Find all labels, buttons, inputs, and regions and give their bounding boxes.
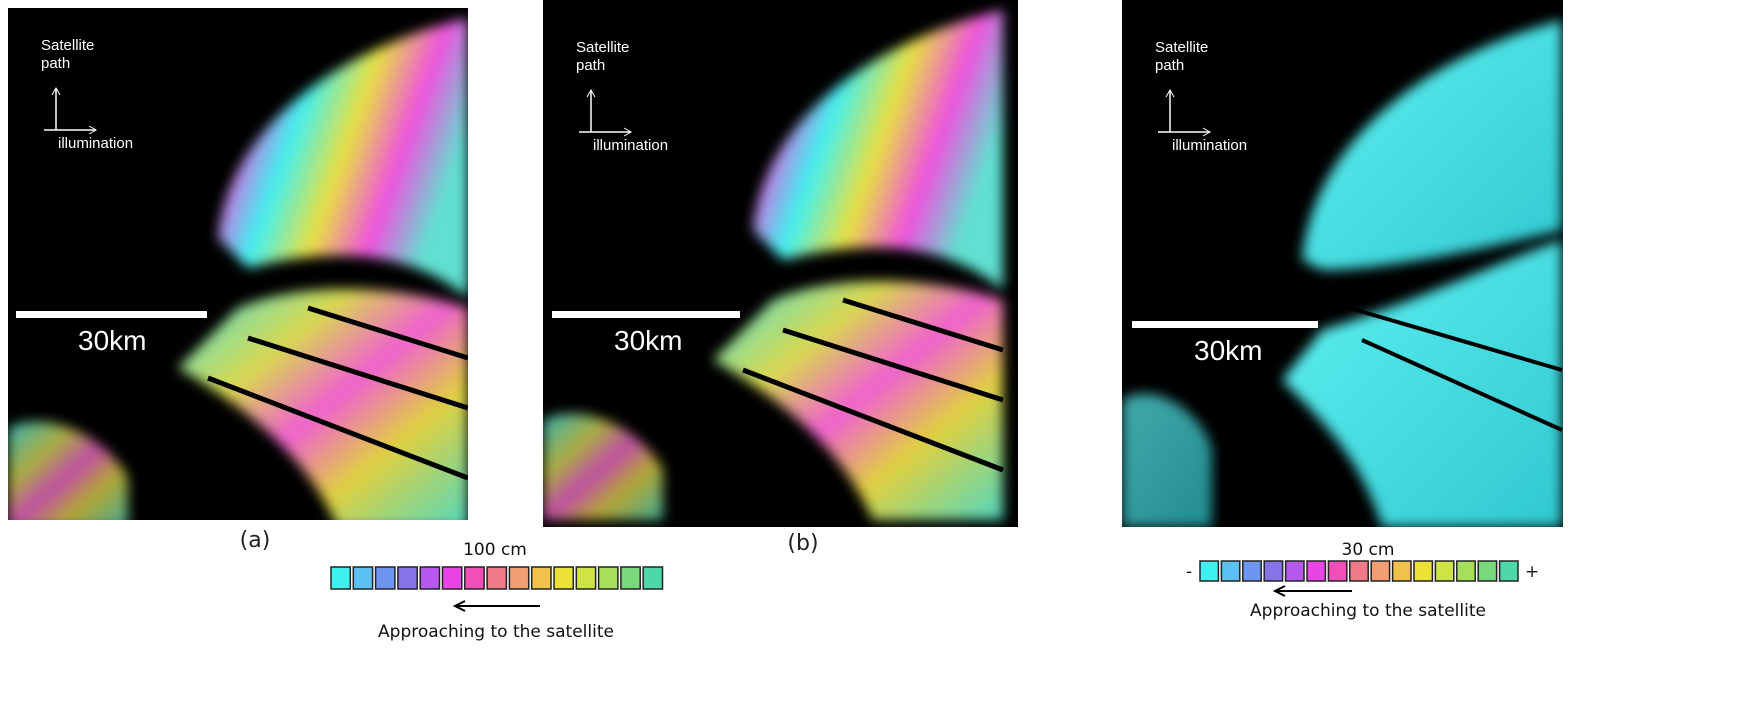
- direction-label: Satellite: [1155, 39, 1208, 56]
- colorbar-caption: Approaching to the satellite: [378, 622, 614, 642]
- colorbar-swatch: [576, 567, 595, 589]
- colorbar-swatch: [1371, 561, 1389, 581]
- direction-label: path: [1155, 57, 1184, 74]
- colorbar-swatch: [398, 567, 417, 589]
- colorbar-swatch: [1478, 561, 1496, 581]
- scale-label: 30km: [614, 325, 682, 356]
- colorbar-swatch: [1264, 561, 1282, 581]
- scale-bar: [16, 311, 207, 318]
- colorbar-swatch: [1457, 561, 1475, 581]
- colorbar-swatch: [621, 567, 640, 589]
- colorbar-swatch: [1307, 561, 1325, 581]
- panel-label: (a): [240, 528, 271, 553]
- scale-label: 30km: [1194, 335, 1262, 366]
- colorbar-swatch: [420, 567, 439, 589]
- colorbar-swatch: [487, 567, 506, 589]
- colorbar-swatch: [1350, 561, 1368, 581]
- figure: Satellitepathillumination30km(a)Satellit…: [0, 0, 1743, 715]
- colorbar-swatch: [532, 567, 551, 589]
- colorbar-swatch: [1500, 561, 1518, 581]
- colorbar-swatch: [1286, 561, 1304, 581]
- illumination-label: illumination: [58, 135, 133, 152]
- colorbar-swatch: [353, 567, 372, 589]
- colorbar-title: 30 cm: [1342, 540, 1395, 560]
- colorbar-swatch: [1243, 561, 1261, 581]
- direction-label: path: [41, 55, 70, 72]
- colorbar-swatch: [331, 567, 350, 589]
- direction-label: Satellite: [41, 37, 94, 54]
- scale-bar: [1132, 321, 1318, 328]
- colorbar-swatch: [1328, 561, 1346, 581]
- colorbar-swatch: [1414, 561, 1432, 581]
- colorbar-swatch: [599, 567, 618, 589]
- colorbar-swatch: [554, 567, 573, 589]
- panel-label: (b): [787, 531, 818, 556]
- colorbar-swatch: [465, 567, 484, 589]
- colorbar-swatch: [643, 567, 662, 589]
- colorbar-swatch: [376, 567, 395, 589]
- colorbar-title: 100 cm: [463, 540, 527, 560]
- scale-label: 30km: [78, 325, 146, 356]
- illumination-label: illumination: [1172, 137, 1247, 154]
- colorbar-plus: +: [1525, 562, 1539, 582]
- direction-label: path: [576, 57, 605, 74]
- colorbar-minus: -: [1186, 562, 1192, 582]
- colorbar-swatch: [1393, 561, 1411, 581]
- colorbar-caption: Approaching to the satellite: [1250, 601, 1486, 621]
- colorbar-swatch: [1200, 561, 1218, 581]
- colorbar-swatch: [509, 567, 528, 589]
- colorbar-swatch: [1221, 561, 1239, 581]
- colorbar-swatch: [1435, 561, 1453, 581]
- scale-bar: [552, 311, 740, 318]
- colorbar-swatch: [443, 567, 462, 589]
- direction-label: Satellite: [576, 39, 629, 56]
- illumination-label: illumination: [593, 137, 668, 154]
